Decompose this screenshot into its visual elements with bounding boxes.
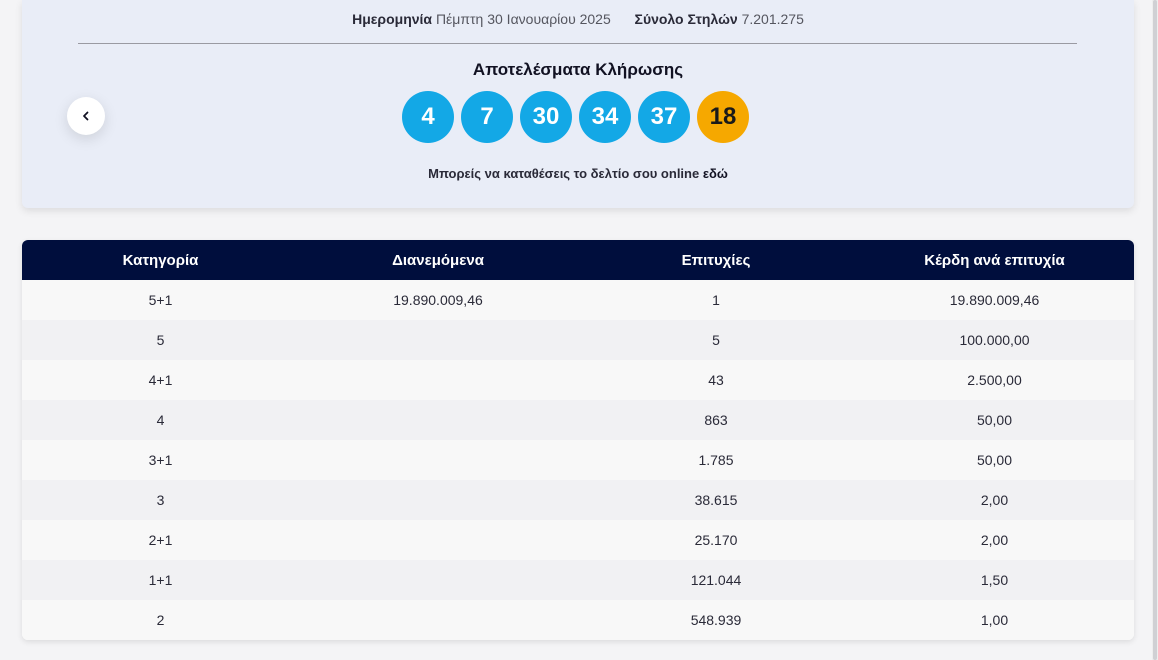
header-winners: Επιτυχίες	[681, 251, 751, 269]
draw-results-card: Ημερομηνία Πέμπτη 30 Ιανουαρίου 2025 Σύν…	[22, 0, 1134, 208]
table-row: 2 548.939 1,00	[22, 600, 1134, 640]
online-note-text: Μπορείς να καταθέσεις το δελτίο σου onli…	[428, 166, 700, 181]
winners-cell: 38.615	[694, 492, 738, 508]
chevron-left-icon	[83, 111, 89, 121]
table-row: 5+1 19.890.009,46 1 19.890.009,46	[22, 280, 1134, 320]
header-category: Κατηγορία	[122, 251, 199, 269]
category-cell: 3	[156, 492, 165, 508]
prize-cell: 1,00	[980, 612, 1009, 628]
number-ball: 37	[638, 91, 690, 143]
prize-cell: 2,00	[980, 492, 1009, 508]
category-cell: 4+1	[148, 372, 173, 388]
prize-cell: 50,00	[976, 452, 1013, 468]
distributed-cell	[299, 400, 577, 440]
header-prize-per-winner: Κέρδη ανά επιτυχία	[924, 251, 1065, 269]
total-columns-value: 7.201.275	[741, 11, 804, 27]
table-row: 3+1 1.785 50,00	[22, 440, 1134, 480]
prize-cell: 100.000,00	[959, 332, 1030, 348]
category-cell: 3+1	[148, 452, 173, 468]
results-title: Αποτελέσματα Κλήρωσης	[472, 60, 684, 79]
table-row: 1+1 121.044 1,50	[22, 560, 1134, 600]
prize-cell: 1,50	[980, 572, 1009, 588]
joker-ball: 18	[697, 91, 749, 143]
category-cell: 2+1	[148, 532, 173, 548]
table-row: 2+1 25.170 2,00	[22, 520, 1134, 560]
distributed-cell	[299, 600, 577, 640]
distributed-cell	[299, 440, 577, 480]
draw-meta: Ημερομηνία Πέμπτη 30 Ιανουαρίου 2025 Σύν…	[22, 11, 1134, 27]
distributed-cell	[299, 520, 577, 560]
winners-cell: 25.170	[694, 532, 738, 548]
distributed-cell	[299, 360, 577, 400]
distributed-cell	[299, 560, 577, 600]
number-ball: 7	[461, 91, 513, 143]
category-cell: 1+1	[148, 572, 173, 588]
winning-numbers: 4 7 30 34 37 18	[402, 91, 749, 143]
category-cell: 5+1	[148, 292, 173, 308]
header-distributed: Διανεμόμενα	[392, 251, 484, 269]
category-cell: 2	[156, 612, 165, 628]
table-row: 5 5 100.000,00	[22, 320, 1134, 360]
previous-draw-button[interactable]	[67, 97, 105, 135]
winners-cell: 5	[712, 332, 720, 348]
number-ball: 4	[402, 91, 454, 143]
table-row: 4+1 43 2.500,00	[22, 360, 1134, 400]
prize-cell: 2.500,00	[967, 372, 1022, 388]
prize-cell: 2,00	[980, 532, 1009, 548]
category-cell: 5	[156, 332, 165, 348]
prize-table-card: Κατηγορία Διανεμόμενα Επιτυχίες Κέρδη αν…	[22, 240, 1134, 640]
online-link[interactable]: εδώ	[702, 166, 728, 181]
winners-cell: 1	[712, 292, 720, 308]
divider	[78, 43, 1077, 44]
table-row: 4 863 50,00	[22, 400, 1134, 440]
winners-cell: 43	[708, 372, 724, 388]
table-row: 3 38.615 2,00	[22, 480, 1134, 520]
winners-cell: 1.785	[698, 452, 734, 468]
winners-cell: 863	[704, 412, 728, 428]
winners-cell: 548.939	[690, 612, 742, 628]
total-columns-label: Σύνολο Στηλών	[634, 11, 738, 27]
distributed-cell	[299, 320, 577, 360]
winners-cell: 121.044	[690, 572, 742, 588]
date-label: Ημερομηνία	[352, 11, 433, 27]
online-note: Μπορείς να καταθέσεις το δελτίο σου onli…	[22, 166, 1134, 181]
distributed-cell	[299, 480, 577, 520]
table-header-row: Κατηγορία Διανεμόμενα Επιτυχίες Κέρδη αν…	[22, 240, 1134, 280]
prize-cell: 19.890.009,46	[949, 292, 1040, 308]
date-value: Πέμπτη 30 Ιανουαρίου 2025	[435, 11, 611, 27]
number-ball: 30	[520, 91, 572, 143]
prize-cell: 50,00	[976, 412, 1013, 428]
scrollbar-thumb[interactable]	[1153, 0, 1157, 660]
distributed-cell: 19.890.009,46	[393, 292, 483, 308]
category-cell: 4	[156, 412, 165, 428]
prize-table: Κατηγορία Διανεμόμενα Επιτυχίες Κέρδη αν…	[22, 240, 1134, 640]
number-ball: 34	[579, 91, 631, 143]
